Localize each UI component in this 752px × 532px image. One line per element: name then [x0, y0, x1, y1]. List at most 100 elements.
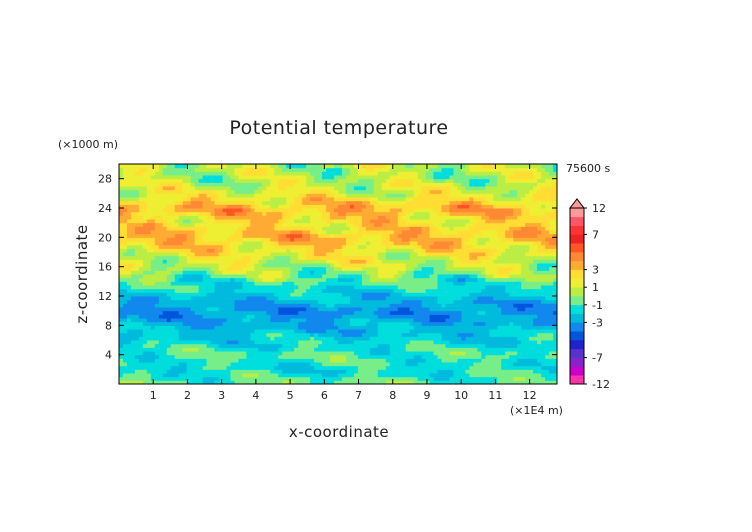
heatmap-cell [182, 376, 188, 381]
heatmap-cell [182, 380, 188, 385]
heatmap-cell [186, 266, 192, 271]
heatmap-cell [537, 219, 542, 224]
heatmap-cell [119, 277, 124, 282]
heatmap-cell [345, 219, 351, 224]
heatmap-cell [302, 340, 307, 345]
heatmap-cell [537, 222, 542, 227]
heatmap-cell [130, 241, 136, 246]
heatmap-cell [469, 354, 474, 359]
heatmap-cell [549, 233, 554, 238]
heatmap-cell [274, 318, 279, 323]
heatmap-cell [501, 318, 506, 323]
heatmap-cell [334, 255, 339, 260]
heatmap-cell [194, 354, 200, 359]
heatmap-cell [425, 237, 431, 242]
heatmap-cell [250, 310, 255, 315]
heatmap-cell [330, 299, 335, 304]
heatmap-cell [322, 219, 327, 224]
heatmap-cell [465, 376, 470, 381]
heatmap-cell [330, 343, 335, 348]
heatmap-cell [286, 296, 291, 301]
heatmap-cell [401, 325, 407, 330]
heatmap-cell [122, 336, 128, 341]
heatmap-cell [318, 329, 323, 334]
heatmap-cell [138, 241, 144, 246]
heatmap-cell [509, 266, 514, 271]
heatmap-cell [461, 219, 466, 224]
heatmap-cell [302, 332, 307, 337]
heatmap-cell [485, 241, 490, 246]
heatmap-cell [541, 241, 546, 246]
heatmap-cell [393, 362, 399, 367]
heatmap-cell [493, 373, 498, 378]
heatmap-cell [119, 354, 124, 359]
heatmap-cell [361, 281, 367, 286]
heatmap-cell [238, 255, 243, 260]
heatmap-cell [222, 314, 228, 319]
heatmap-cell [158, 237, 164, 242]
heatmap-cell [258, 288, 263, 293]
heatmap-cell [373, 270, 379, 275]
heatmap-cell [314, 244, 319, 249]
heatmap-cell [537, 307, 542, 312]
heatmap-cell [246, 380, 251, 385]
heatmap-cell [254, 281, 259, 286]
heatmap-cell [529, 310, 534, 315]
heatmap-cell [457, 241, 462, 246]
heatmap-cell [298, 285, 303, 290]
heatmap-cell [226, 288, 231, 293]
heatmap-cell [349, 241, 355, 246]
heatmap-cell [246, 365, 251, 370]
heatmap-cell [310, 277, 315, 282]
heatmap-cell [314, 310, 319, 315]
heatmap-cell [537, 336, 542, 341]
heatmap-cell [433, 369, 439, 374]
heatmap-cell [521, 314, 526, 319]
heatmap-cell [437, 219, 443, 224]
heatmap-cell [326, 343, 331, 348]
heatmap-cell [461, 292, 466, 297]
heatmap-cell [521, 373, 526, 378]
heatmap-cell [449, 252, 454, 257]
heatmap-cell [497, 314, 502, 319]
heatmap-cell [485, 230, 490, 235]
heatmap-cell [389, 358, 395, 363]
heatmap-cell [186, 310, 192, 315]
heatmap-cell [338, 358, 343, 363]
heatmap-cell [218, 362, 224, 367]
heatmap-cell [353, 347, 359, 352]
heatmap-cell [210, 285, 216, 290]
heatmap-cell [509, 347, 514, 352]
heatmap-cell [318, 343, 323, 348]
heatmap-cell [186, 252, 192, 257]
heatmap-cell [234, 362, 239, 367]
heatmap-cell [341, 252, 347, 257]
heatmap-cell [413, 244, 419, 249]
heatmap-cell [497, 369, 502, 374]
heatmap-cell [389, 222, 395, 227]
heatmap-cell [126, 380, 132, 385]
heatmap-cell [361, 266, 367, 271]
heatmap-cell [457, 325, 462, 330]
heatmap-cell [298, 296, 303, 301]
heatmap-cell [190, 259, 196, 264]
heatmap-cell [461, 343, 466, 348]
heatmap-cell [270, 244, 275, 249]
heatmap-cell [349, 244, 355, 249]
heatmap-cell [119, 222, 124, 227]
heatmap-cell [361, 318, 367, 323]
heatmap-cell [541, 263, 546, 268]
heatmap-cell [322, 252, 327, 257]
heatmap-cell [270, 318, 275, 323]
heatmap-cell [170, 263, 176, 268]
heatmap-cell [166, 259, 172, 264]
heatmap-cell [146, 340, 152, 345]
heatmap-cell [302, 270, 307, 275]
heatmap-cell [341, 230, 347, 235]
heatmap-cell [246, 318, 251, 323]
heatmap-cell [465, 340, 470, 345]
heatmap-cell [429, 274, 435, 279]
heatmap-cell [493, 230, 498, 235]
heatmap-cell [541, 230, 546, 235]
heatmap-cell [338, 252, 343, 257]
